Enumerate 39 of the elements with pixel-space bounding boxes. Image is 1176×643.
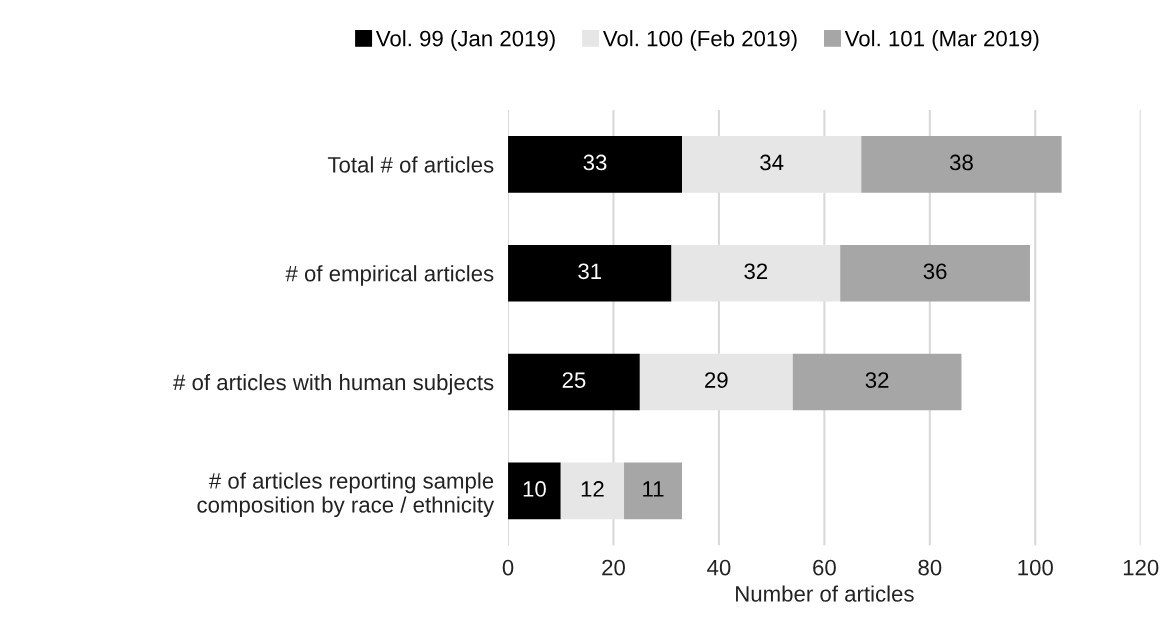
y-tick-label: Total # of articles [327, 156, 494, 173]
data-label: 10 [523, 481, 546, 497]
x-tick-label: 120 [1123, 559, 1159, 576]
data-label: 32 [865, 372, 889, 388]
bar [560, 462, 625, 520]
x-axis-title: Number of articles [736, 585, 914, 602]
x-tick-label: 0 [502, 559, 514, 576]
legend-label: Vol. 99 (Jan 2019) [375, 30, 555, 51]
bar [508, 244, 672, 302]
bar [624, 462, 683, 520]
x-tick-label: 60 [813, 559, 836, 576]
data-label: 34 [760, 154, 784, 171]
x-tick-label: 20 [602, 559, 625, 576]
bar [508, 462, 561, 520]
data-label: 32 [744, 263, 768, 280]
data-label: 33 [583, 154, 607, 171]
bar [508, 353, 640, 411]
data-label: 36 [923, 263, 947, 280]
y-tick-label: # of empirical articles [285, 265, 494, 286]
data-label: 29 [705, 372, 728, 388]
bar [861, 136, 1062, 193]
bar [682, 136, 862, 193]
y-tick-label: # of articles with human subjects [173, 373, 494, 395]
data-label: 12 [581, 481, 604, 497]
bar [639, 353, 793, 411]
x-tick-label: 40 [707, 559, 731, 576]
x-tick-label: 100 [1018, 559, 1053, 576]
data-label: 31 [578, 263, 602, 280]
y-tick-label: # of articles reporting sample composition by race / ethnicity [197, 472, 495, 518]
bar [671, 244, 841, 302]
bar [508, 136, 683, 193]
legend-label: Vol. 100 (Feb 2019) [602, 30, 797, 51]
legend-label: Vol. 101 (Mar 2019) [844, 30, 1039, 51]
x-tick-label: 80 [918, 559, 942, 576]
data-label: 11 [643, 481, 664, 497]
bar [792, 353, 962, 411]
bar [840, 244, 1030, 302]
data-label: 25 [562, 372, 586, 388]
data-label: 38 [949, 154, 973, 171]
